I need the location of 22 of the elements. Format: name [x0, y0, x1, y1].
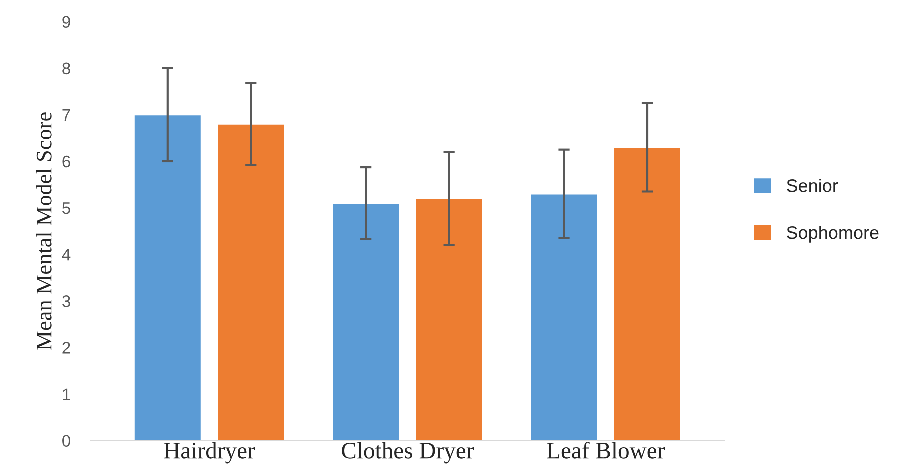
y-tick-label: 9: [62, 16, 70, 28]
bar: [613, 146, 682, 441]
y-tick-label: 3: [62, 296, 70, 308]
bar: [530, 193, 599, 441]
bar: [332, 202, 400, 441]
y-tick-label: 6: [62, 156, 70, 168]
y-tick-label: 8: [62, 62, 70, 75]
y-tick-label: 0: [62, 435, 71, 448]
legend-label: Sophomore: [787, 226, 879, 243]
y-tick-label: 1: [63, 388, 70, 400]
bar: [134, 114, 202, 441]
y-axis-title: Mean Mental Model Score: [36, 112, 52, 350]
bar: [216, 124, 286, 441]
y-tick-label: 5: [62, 202, 70, 214]
legend-label: Senior: [787, 179, 838, 192]
x-tick-label: Clothes Dryer: [342, 442, 474, 464]
y-tick-label: 7: [62, 109, 70, 121]
x-tick-label: Hairdryer: [164, 442, 256, 464]
x-tick-label: Leaf Blower: [547, 442, 666, 459]
y-tick-label: 2: [62, 342, 70, 354]
bar: [414, 198, 484, 441]
y-tick-label: 4: [62, 249, 71, 261]
